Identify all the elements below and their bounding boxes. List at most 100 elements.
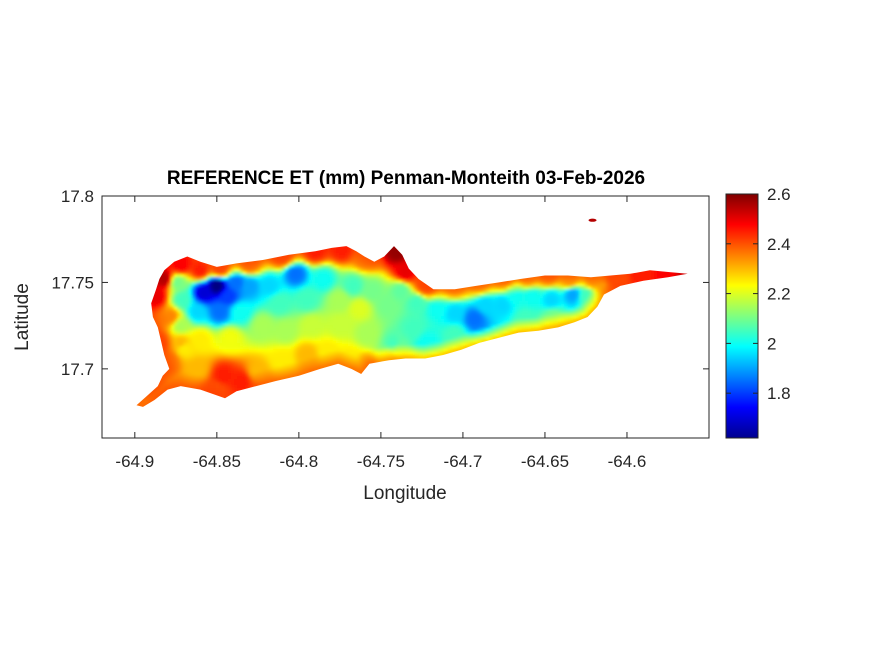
heat-cell	[351, 340, 355, 344]
heat-cell	[348, 289, 352, 293]
heat-cell	[366, 334, 370, 338]
heat-cell	[450, 346, 454, 350]
heat-cell	[399, 253, 403, 257]
heat-cell	[474, 325, 478, 329]
heat-cell	[264, 352, 268, 356]
heat-cell	[558, 307, 562, 311]
heat-cell	[378, 265, 382, 269]
heat-cell	[354, 265, 358, 269]
heat-cell	[354, 253, 358, 257]
heat-cell	[324, 262, 328, 266]
heat-cell	[312, 280, 316, 284]
heat-cell	[576, 286, 580, 290]
heat-cell	[288, 364, 292, 368]
heat-cell	[252, 322, 256, 326]
heat-cell	[231, 292, 235, 296]
heat-cell	[246, 349, 250, 353]
heat-cell	[246, 292, 250, 296]
heat-cell	[324, 301, 328, 305]
heat-cell	[522, 328, 526, 332]
heat-cell	[303, 265, 307, 269]
heat-cell	[546, 301, 550, 305]
heat-cell	[231, 367, 235, 371]
heat-cell	[168, 313, 172, 317]
heat-cell	[558, 310, 562, 314]
heat-cell	[183, 292, 187, 296]
heat-cell	[516, 325, 520, 329]
heat-cell	[297, 331, 301, 335]
heat-cell	[309, 343, 313, 347]
heat-cell	[240, 361, 244, 365]
heat-cell	[426, 298, 430, 302]
heat-cell	[489, 283, 493, 287]
heat-cell	[492, 295, 496, 299]
heat-cell	[555, 304, 559, 308]
heat-cell	[378, 322, 382, 326]
heat-cell	[417, 307, 421, 311]
heat-cell	[279, 259, 283, 263]
heat-cell	[378, 346, 382, 350]
heat-cell	[234, 271, 238, 275]
heat-cell	[411, 310, 415, 314]
heat-cell	[213, 295, 217, 299]
heat-cell	[441, 343, 445, 347]
heat-cell	[408, 298, 412, 302]
heat-cell	[282, 256, 286, 260]
heat-cell	[384, 322, 388, 326]
heat-cell	[429, 343, 433, 347]
heat-cell	[288, 340, 292, 344]
heat-cell	[249, 283, 253, 287]
heat-cell	[483, 331, 487, 335]
heat-cell	[339, 250, 343, 254]
heat-cell	[423, 352, 427, 356]
heat-cell	[315, 271, 319, 275]
heat-cell	[240, 313, 244, 317]
heat-cell	[336, 277, 340, 281]
heat-cell	[216, 352, 220, 356]
heat-cell	[426, 316, 430, 320]
heat-cell	[330, 265, 334, 269]
heat-cell	[381, 277, 385, 281]
heat-cell	[201, 349, 205, 353]
heat-cell	[504, 310, 508, 314]
heat-cell	[213, 349, 217, 353]
heat-cell	[240, 283, 244, 287]
heat-cell	[177, 280, 181, 284]
heat-cell	[366, 277, 370, 281]
heat-cell	[285, 349, 289, 353]
heat-cell	[366, 289, 370, 293]
heat-cell	[411, 334, 415, 338]
heat-cell	[576, 292, 580, 296]
heat-cell	[183, 283, 187, 287]
heat-cell	[219, 328, 223, 332]
heat-cell	[402, 313, 406, 317]
heat-cell	[300, 253, 304, 257]
heat-cell	[381, 256, 385, 260]
heat-cell	[459, 301, 463, 305]
heat-cell	[273, 331, 277, 335]
heat-cell	[318, 274, 322, 278]
heat-cell	[357, 370, 361, 374]
heat-cell	[489, 337, 493, 341]
heat-cell	[231, 373, 235, 377]
heat-cell	[543, 292, 547, 296]
heat-cell	[555, 289, 559, 293]
heat-cell	[195, 343, 199, 347]
heat-cell	[327, 334, 331, 338]
heat-cell	[435, 352, 439, 356]
heat-cell	[573, 289, 577, 293]
heat-cell	[282, 325, 286, 329]
heat-cell	[189, 352, 193, 356]
heat-cell	[342, 307, 346, 311]
heat-cell	[252, 373, 256, 377]
heat-cell	[504, 331, 508, 335]
heat-cell	[315, 295, 319, 299]
heat-cell	[186, 340, 190, 344]
heat-cell	[267, 277, 271, 281]
heat-cell	[399, 316, 403, 320]
heat-cell	[198, 361, 202, 365]
heat-cell	[330, 277, 334, 281]
heat-cell	[306, 274, 310, 278]
heat-cell	[453, 304, 457, 308]
heat-cell	[222, 310, 226, 314]
